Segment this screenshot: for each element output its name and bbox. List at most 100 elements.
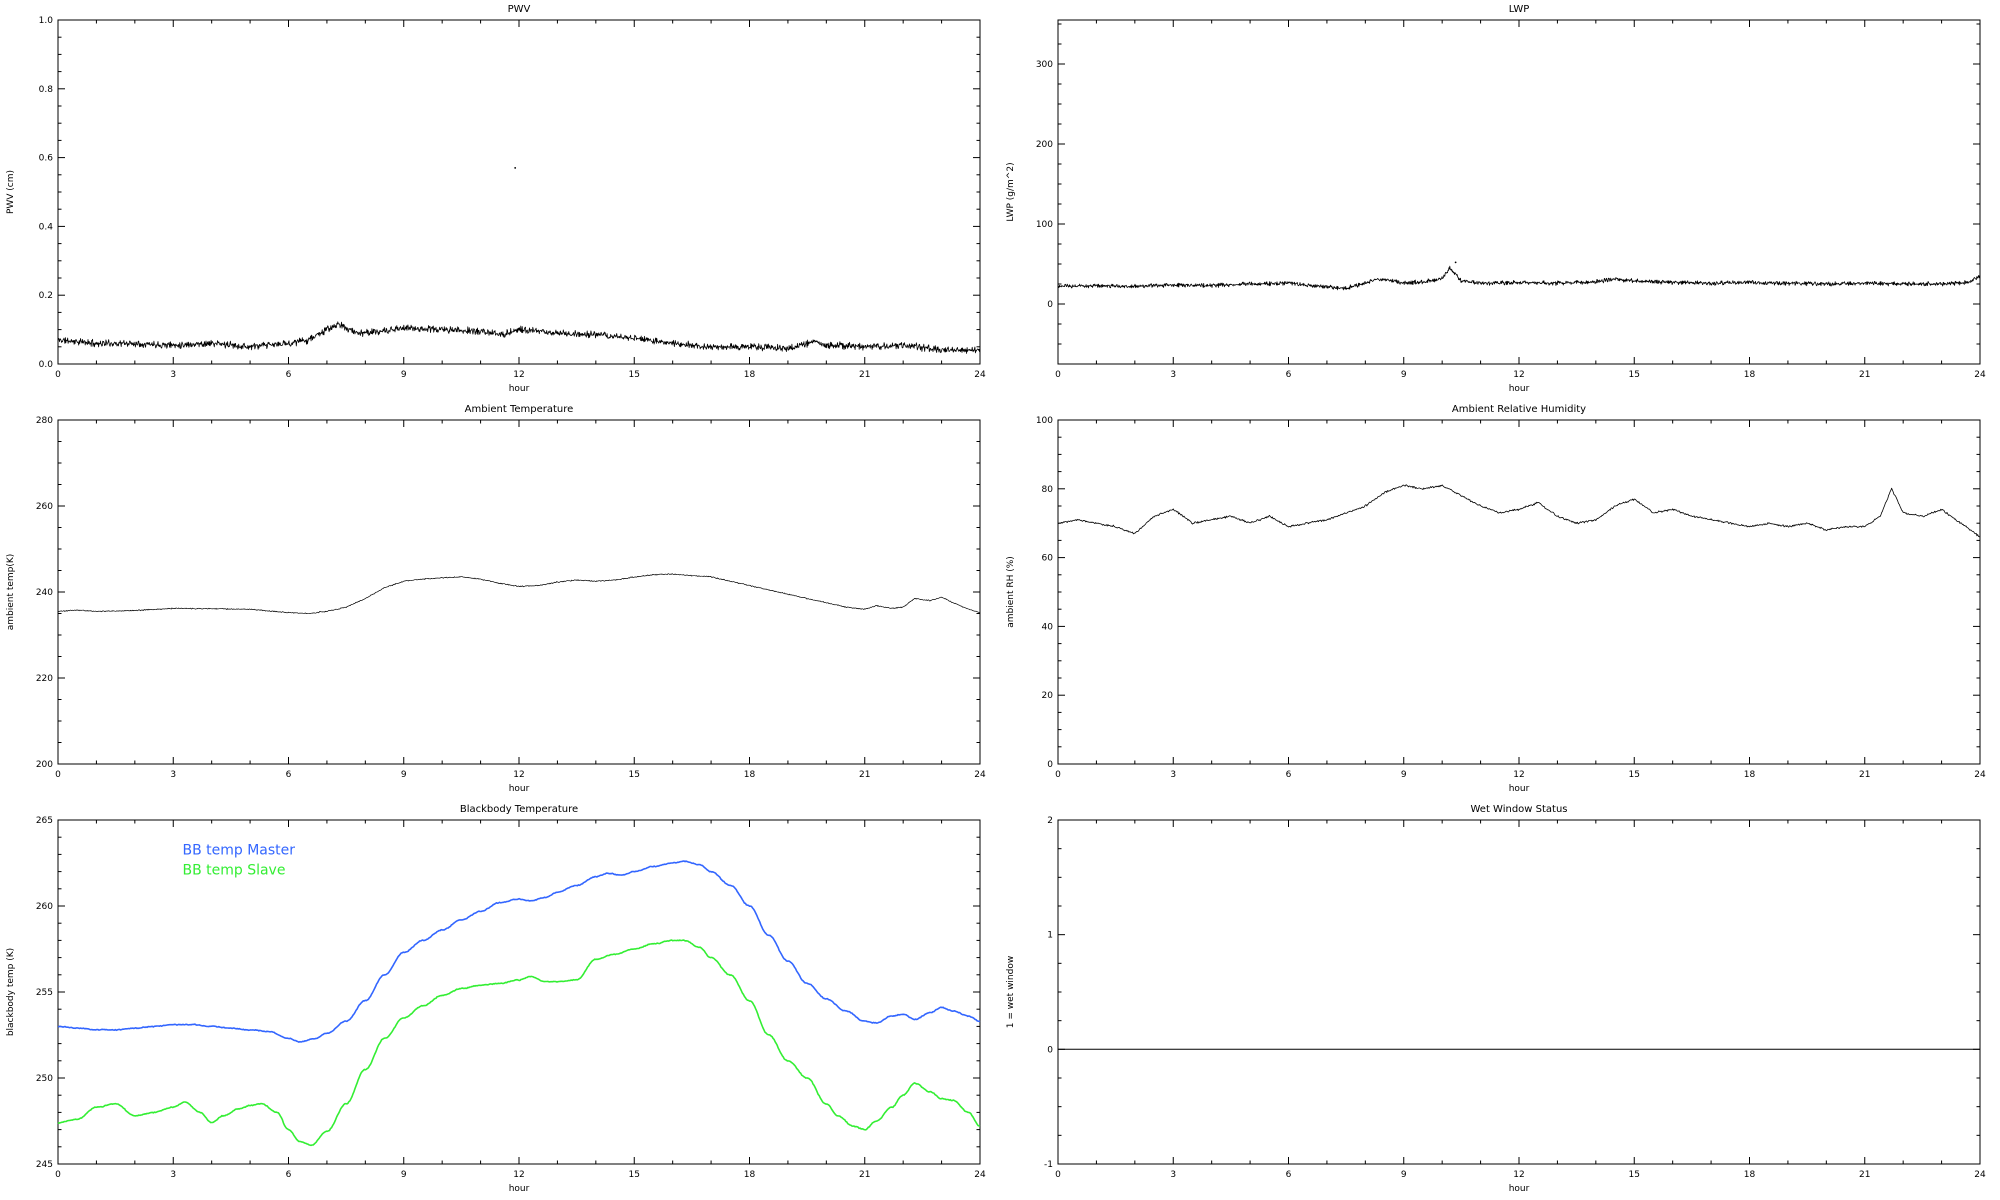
y-tick-label: 255 (36, 988, 53, 998)
series-group (57, 860, 981, 1147)
x-tick-label: 15 (1629, 1170, 1640, 1180)
axes: 0 3 6 9 12 15 18 21 24 0 100 200 300 LWP hour LWP (g/m^… (1006, 4, 1986, 394)
axes: 0 3 6 9 12 15 18 21 24 245 250 255 260 265 Blackbody T… (6, 804, 986, 1194)
x-tick-label: 24 (1974, 370, 1986, 380)
x-tick-label: 21 (859, 370, 870, 380)
x-tick-label: 21 (1859, 1170, 1870, 1180)
plot-box (57, 419, 981, 765)
x-tick-label: 24 (1974, 1170, 1986, 1180)
x-axis-label: hour (1509, 784, 1530, 794)
x-tick-label: 18 (744, 770, 756, 780)
x-tick-label: 12 (513, 770, 524, 780)
x-tick-label: 12 (1513, 370, 1524, 380)
x-tick-label: 3 (170, 370, 176, 380)
y-tick-label: 280 (36, 416, 53, 426)
series-lwp (1057, 265, 1981, 291)
y-tick-label: 0.8 (39, 85, 54, 95)
legend-label: BB temp Master (182, 842, 295, 858)
x-tick-label: 21 (859, 1170, 870, 1180)
y-tick-label: 260 (36, 902, 53, 912)
y-tick-label: 260 (36, 502, 53, 512)
x-tick-label: 3 (1170, 1170, 1176, 1180)
series-group (1058, 484, 1981, 538)
blackbody-temperature-panel: 0 3 6 9 12 15 18 21 24 245 250 255 260 265 Blackbody T… (0, 800, 1000, 1200)
y-tick-label: 60 (1042, 554, 1054, 564)
x-tick-label: 15 (629, 370, 640, 380)
x-tick-label: 3 (1170, 770, 1176, 780)
y-axis-label: PWV (cm) (6, 170, 16, 214)
legend: BB temp Master BB temp Slave (182, 842, 295, 878)
x-tick-label: 6 (286, 370, 292, 380)
y-tick-label: 0 (1047, 300, 1053, 310)
x-tick-label: 9 (401, 770, 407, 780)
y-tick-label: 40 (1042, 622, 1054, 632)
chart-title: Ambient Relative Humidity (1452, 404, 1586, 415)
ambient-rh-panel: 0 3 6 9 12 15 18 21 24 0 20 40 60 80 100 Ambient Relati… (1000, 400, 2000, 800)
x-tick-label: 9 (401, 1170, 407, 1180)
x-tick-label: 18 (1744, 770, 1756, 780)
x-tick-label: 12 (513, 1170, 524, 1180)
y-tick-label: 250 (36, 1074, 53, 1084)
x-tick-label: 12 (513, 370, 524, 380)
x-tick-label: 0 (1055, 1170, 1061, 1180)
x-tick-label: 9 (401, 370, 407, 380)
x-tick-label: 24 (1974, 770, 1986, 780)
x-tick-label: 18 (744, 370, 756, 380)
x-axis-label: hour (509, 384, 530, 394)
x-tick-label: 24 (974, 770, 986, 780)
y-tick-label: 245 (36, 1160, 53, 1170)
axes: 0 3 6 9 12 15 18 21 24 200 220 240 260 280 Ambient Tem… (6, 404, 986, 794)
x-tick-label: 3 (1170, 370, 1176, 380)
x-tick-label: 24 (974, 1170, 986, 1180)
y-tick-label: 0 (1047, 1045, 1053, 1055)
x-tick-label: 6 (1286, 770, 1292, 780)
y-tick-label: 100 (1036, 416, 1053, 426)
series-group (57, 573, 981, 615)
x-tick-label: 6 (1286, 1170, 1292, 1180)
x-tick-label: 18 (1744, 370, 1756, 380)
axes: 0 3 6 9 12 15 18 21 24 0 20 40 60 80 100 Ambient Relati… (1006, 404, 1986, 794)
series-group (1057, 261, 1981, 291)
y-axis-label: ambient RH (%) (1006, 556, 1016, 628)
outlier-point (514, 167, 517, 169)
y-axis-label: blackbody temp (K) (6, 948, 16, 1036)
x-tick-label: 12 (1513, 1170, 1524, 1180)
y-tick-label: 100 (1036, 220, 1053, 230)
x-tick-label: 0 (1055, 770, 1061, 780)
x-tick-label: 9 (1401, 1170, 1407, 1180)
x-axis-label: hour (509, 1184, 530, 1194)
x-tick-label: 21 (1859, 370, 1870, 380)
x-tick-label: 15 (1629, 370, 1640, 380)
y-tick-label: 1 (1047, 931, 1053, 941)
x-tick-label: 0 (55, 370, 61, 380)
x-tick-label: 9 (1401, 370, 1407, 380)
axes: 0 3 6 9 12 15 18 21 24 0.0 0.2 0.4 0.6 0.8 1.0 PWV hour P… (6, 4, 986, 394)
x-axis-label: hour (1509, 384, 1530, 394)
x-axis-label: hour (509, 784, 530, 794)
x-tick-label: 0 (55, 770, 61, 780)
y-axis-label: ambient temp(K) (6, 554, 16, 631)
y-tick-label: 1.0 (39, 16, 54, 26)
y-tick-label: 220 (36, 674, 53, 684)
chart-title: Wet Window Status (1470, 804, 1567, 815)
y-tick-label: -1 (1044, 1160, 1053, 1170)
plot-box (1057, 419, 1981, 765)
y-tick-label: 265 (36, 816, 53, 826)
x-tick-label: 15 (1629, 770, 1640, 780)
x-tick-label: 12 (1513, 770, 1524, 780)
x-axis-label: hour (1509, 1184, 1530, 1194)
y-tick-label: 200 (1036, 140, 1053, 150)
legend-label: BB temp Slave (182, 862, 285, 878)
y-tick-label: 0.6 (39, 154, 54, 164)
ambient-temperature-chart: 0 3 6 9 12 15 18 21 24 200 220 240 260 280 Ambient Tem… (0, 400, 1000, 800)
wet-window-status-panel: 0 3 6 9 12 15 18 21 24 -1 0 1 2 Wet Window Status hour… (1000, 800, 2000, 1200)
chart-title: Ambient Temperature (465, 404, 574, 415)
y-tick-label: 0.4 (39, 222, 54, 232)
chart-title: LWP (1509, 4, 1530, 15)
plot-box (1057, 819, 1981, 1165)
x-tick-label: 6 (1286, 370, 1292, 380)
x-tick-label: 3 (170, 770, 176, 780)
chart-title: PWV (508, 4, 531, 15)
x-tick-label: 6 (286, 1170, 292, 1180)
y-axis-label: LWP (g/m^2) (1006, 162, 1016, 221)
